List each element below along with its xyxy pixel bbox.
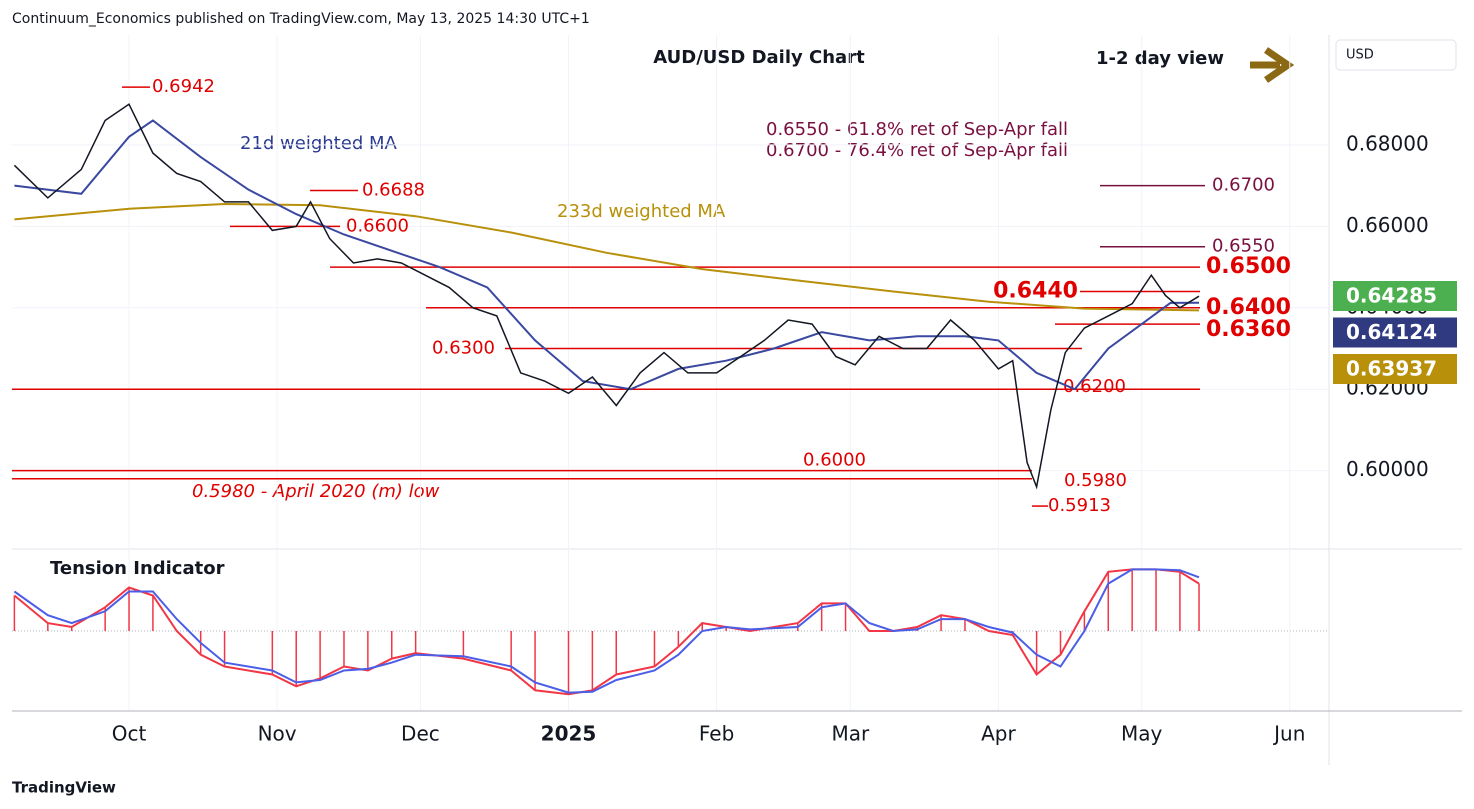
chart-title: AUD/USD Daily Chart [653,47,865,68]
y-tick-label: 0.66000 [1346,213,1429,237]
x-tick-label: 2025 [541,722,597,746]
level-label: 0.6400 [1206,295,1291,320]
x-tick-label: Nov [258,722,297,746]
currency: USD [1346,48,1374,63]
price-box-label: 0.64285 [1346,284,1437,308]
indicator-line [13,568,1200,694]
level-label: 0.6600 [346,215,409,236]
level-label: 0.6360 [1206,317,1291,342]
level-label: 0.6000 [803,450,866,471]
arrow-icon [1250,47,1295,83]
currency-box[interactable] [1335,39,1457,71]
moving-average [14,202,1200,312]
indicator-line [13,568,1200,696]
y-tick-label: 0.68000 [1346,131,1429,155]
price-box [1333,317,1457,348]
level-label: 0.6300 [432,338,495,359]
price-box [1333,281,1457,311]
x-tick-label: May [1121,722,1163,746]
subtitle: 1-2 day view [1096,48,1224,69]
annotation: 233d weighted MA [557,201,726,222]
level-label: 0.6440 [993,279,1078,304]
price-box-label: 0.64124 [1346,320,1437,344]
x-tick-label: Dec [401,722,440,746]
price-box-label: 0.63937 [1346,357,1437,381]
level-label: 0.6550 [1212,236,1275,257]
x-tick-label: Apr [981,722,1016,746]
annotation: 0.5980 - April 2020 (m) low [192,481,440,502]
x-tick-label: Mar [831,722,870,746]
moving-average [14,119,1200,391]
footer: TradingView [12,779,116,797]
price-box [1333,354,1457,384]
plot: Oct Nov Dec 2025 Feb Mar Apr May Jun 0.68000 0.660… [12,35,1457,746]
level-label: 0.6200 [1063,376,1126,397]
level-label: 0.6500 [1206,254,1291,279]
y-tick-label: 0.60000 [1346,457,1429,481]
x-tick-label: Jun [1272,722,1305,746]
x-tick-label: Oct [112,722,147,746]
level-label: 0.6700 [1212,175,1275,196]
indicator-title: Tension Indicator [50,558,225,579]
x-tick-label: Feb [699,722,734,746]
level-label: 0.6688 [362,180,425,201]
level-label: 0.5980 [1064,470,1127,491]
level-label: 0.6942 [152,76,215,97]
annotation: 0.6700 - 76.4% ret of Sep-Apr fall [766,140,1068,161]
annotation: 21d weighted MA [240,133,397,154]
annotation: 0.6550 - 61.8% ret of Sep-Apr fall [766,119,1068,140]
byline: Continuum_Economics published on Trading… [12,11,590,27]
level-label: 0.5913 [1048,495,1111,516]
price-line [13,103,1200,490]
